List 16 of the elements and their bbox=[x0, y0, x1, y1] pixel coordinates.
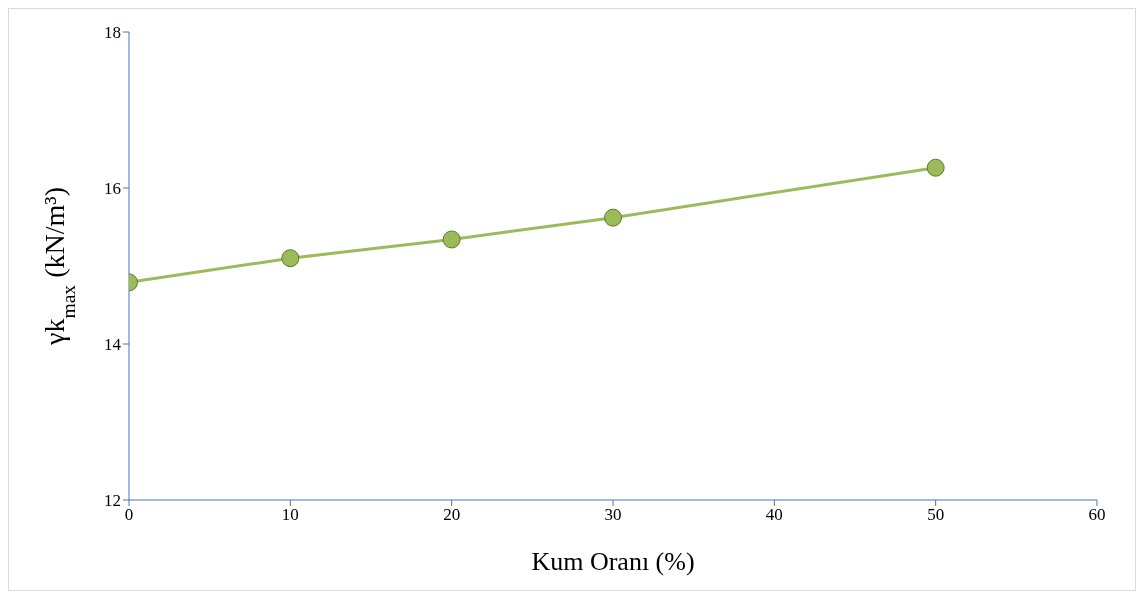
point bbox=[926, 158, 945, 177]
x-tick-label: 0 bbox=[124, 505, 134, 525]
point bbox=[442, 230, 461, 249]
point bbox=[604, 208, 622, 227]
x-tick-label: 40 bbox=[765, 505, 783, 525]
x-tick-label: 20 bbox=[443, 505, 461, 525]
x-tick-label: 50 bbox=[927, 505, 945, 525]
y-tick-label: 18 bbox=[104, 23, 121, 43]
x-tick-label: 60 bbox=[1088, 505, 1106, 525]
y-tick-label: 16 bbox=[104, 179, 121, 199]
point bbox=[281, 249, 300, 268]
y-tick-label: 12 bbox=[104, 491, 121, 511]
x-axis-title: Kum Oranı (%) bbox=[531, 547, 695, 576]
x-tick-label: 10 bbox=[281, 505, 299, 525]
x-tick-label: 30 bbox=[604, 505, 622, 525]
y-tick-label: 14 bbox=[104, 335, 122, 355]
